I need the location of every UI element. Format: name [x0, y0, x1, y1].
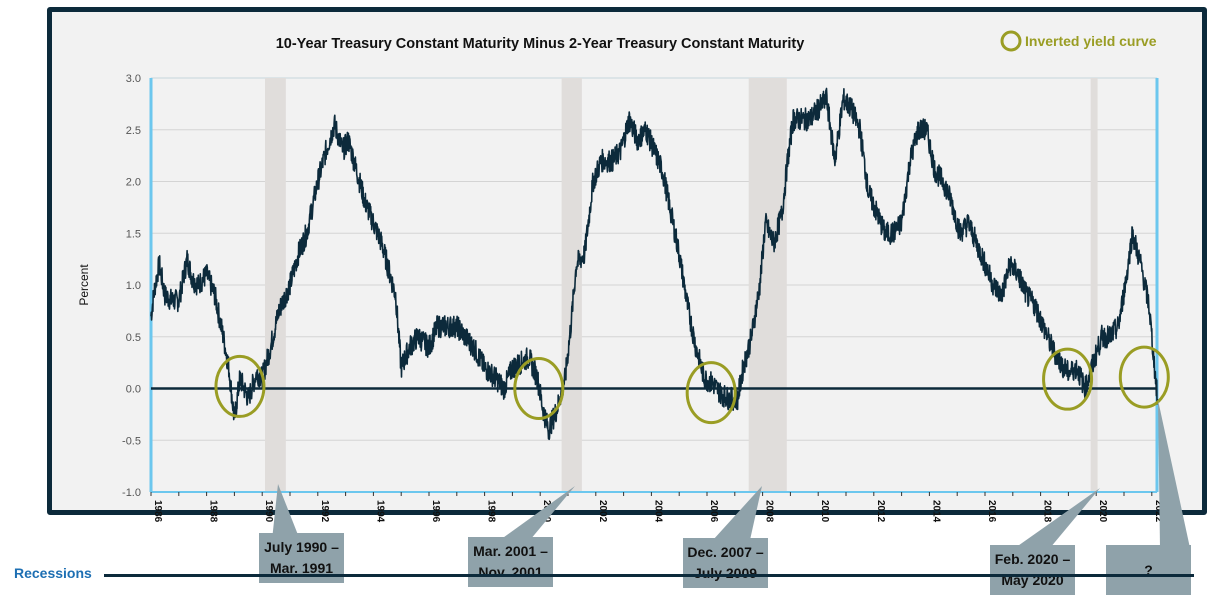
- recession-band: [561, 78, 582, 492]
- callout-pointer: [1015, 488, 1100, 548]
- callout-line: Nov. 2001: [478, 564, 543, 580]
- recession-callout-2001: Mar. 2001 – Nov. 2001: [468, 537, 553, 587]
- x-tick-label: 2008: [764, 500, 775, 523]
- callout-line: Mar. 2001 –: [473, 543, 548, 559]
- callout-line: July 2009: [693, 565, 758, 581]
- recessions-timeline: [104, 574, 1194, 577]
- x-tick-label: 2016: [986, 500, 997, 523]
- callout-line: ?: [1144, 561, 1153, 578]
- callout-pointer: [713, 486, 762, 540]
- y-axis-label: Percent: [77, 264, 91, 306]
- y-tick-label: 2.0: [126, 177, 141, 189]
- y-tick-label: -1.0: [122, 487, 141, 499]
- y-tick-label: 0.5: [126, 332, 141, 344]
- callout-pointer: [500, 486, 575, 540]
- y-tick-label: 1.0: [126, 280, 141, 292]
- recession-callout-future: ?: [1106, 545, 1191, 595]
- spread-line: [150, 87, 1159, 441]
- x-tick-label: 2010: [819, 500, 830, 523]
- inverted-curve-marker: [1118, 345, 1170, 409]
- x-tick-label: 1992: [319, 500, 330, 523]
- x-tick-label: 2014: [930, 500, 941, 523]
- x-tick-label: 1994: [374, 500, 385, 523]
- inverted-curve-marker: [1042, 347, 1094, 411]
- x-tick-label: 1986: [152, 500, 163, 523]
- legend-circle-icon: [1000, 30, 1022, 52]
- x-tick-label: 2012: [875, 500, 886, 523]
- y-tick-label: 3.0: [126, 73, 141, 85]
- x-tick-label: 1998: [486, 500, 497, 523]
- inverted-curve-marker: [685, 361, 737, 425]
- x-tick-label: 2020: [1097, 500, 1108, 523]
- recessions-label: Recessions: [14, 565, 92, 581]
- x-tick-label: 1990: [263, 500, 274, 523]
- callout-pointer: [1158, 400, 1190, 548]
- x-tick-label: 2004: [652, 500, 663, 523]
- callout-line: July 1990 –: [264, 539, 339, 555]
- x-tick-label: 2018: [1042, 500, 1053, 523]
- recession-callout-2008: Dec. 2007 – July 2009: [683, 538, 768, 588]
- recession-band: [748, 78, 787, 492]
- y-tick-label: 0.0: [126, 384, 141, 396]
- x-tick-label: 2002: [597, 500, 608, 523]
- y-tick-label: -0.5: [122, 435, 141, 447]
- x-tick-label: 1988: [208, 500, 219, 523]
- callout-line: Feb. 2020 –: [994, 551, 1071, 567]
- x-tick-label: 1996: [430, 500, 441, 523]
- recession-band: [264, 78, 286, 492]
- callout-line: Dec. 2007 –: [687, 544, 764, 560]
- y-tick-label: 1.5: [126, 228, 141, 240]
- chart-title: 10-Year Treasury Constant Maturity Minus…: [276, 36, 805, 52]
- x-tick-label: 2022: [1153, 500, 1164, 523]
- inverted-curve-marker: [513, 357, 565, 420]
- recession-band: [1090, 78, 1098, 492]
- inverted-curve-marker: [214, 354, 266, 418]
- x-tick-label: 2006: [708, 500, 719, 523]
- y-tick-label: 2.5: [126, 125, 141, 137]
- legend-label: Inverted yield curve: [1025, 33, 1157, 49]
- callout-line: Mar. 1991: [269, 560, 334, 576]
- recession-callout-2020: Feb. 2020 – May 2020: [990, 545, 1075, 595]
- callout-pointer: [272, 484, 300, 540]
